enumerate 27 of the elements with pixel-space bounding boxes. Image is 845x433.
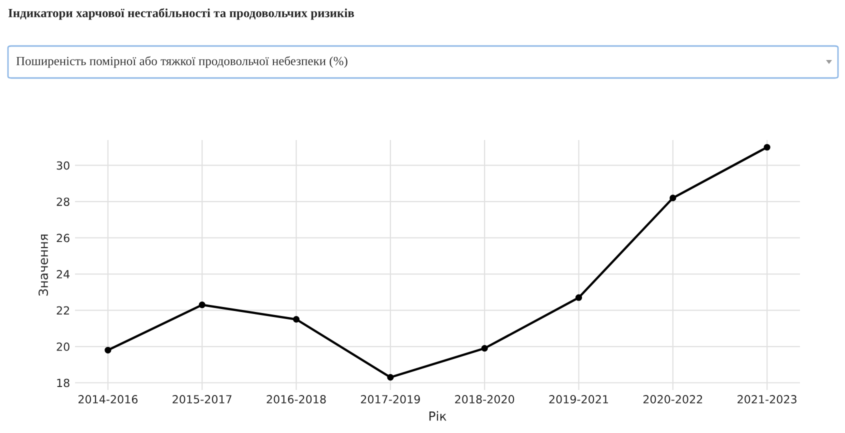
x-tick-label: 2019-2021: [549, 395, 608, 404]
x-tick-label: 2018-2020: [455, 395, 514, 404]
y-tick-label: 18: [57, 378, 70, 388]
x-tick-label: 2017-2019: [360, 395, 420, 404]
point: [104, 346, 112, 354]
point: [292, 316, 300, 323]
chart-subtitle: Поширеність помірної або тяжкої продовольчої небезпеки (%): [16, 56, 348, 68]
x-axis-title: Рік: [429, 411, 446, 421]
x-tick-label: 2014-2016: [78, 395, 138, 404]
y-axis-title: Значення: [38, 234, 48, 296]
y-tick-label: 22: [56, 306, 70, 315]
y-tick-label: 28: [56, 198, 70, 206]
x-tick-label: 2015-2017: [172, 395, 232, 404]
point: [481, 345, 488, 352]
point: [575, 294, 582, 301]
point: [387, 374, 394, 381]
x-tick-label: 2016-2018: [266, 395, 326, 404]
y-tick-label: 24: [56, 270, 70, 278]
chart-title: Індикатори харчової нестабільності та продовольчих ризиків: [8, 8, 354, 20]
y-tick-label: 20: [56, 342, 70, 351]
x-tick-label: 2020-2022: [643, 395, 702, 404]
y-tick-label: 26: [56, 234, 70, 242]
point: [670, 194, 676, 202]
y-tick-label: 30: [56, 161, 70, 170]
point: [764, 144, 770, 151]
x-tick-label: 2021-2023: [738, 395, 796, 404]
point: [198, 302, 206, 308]
